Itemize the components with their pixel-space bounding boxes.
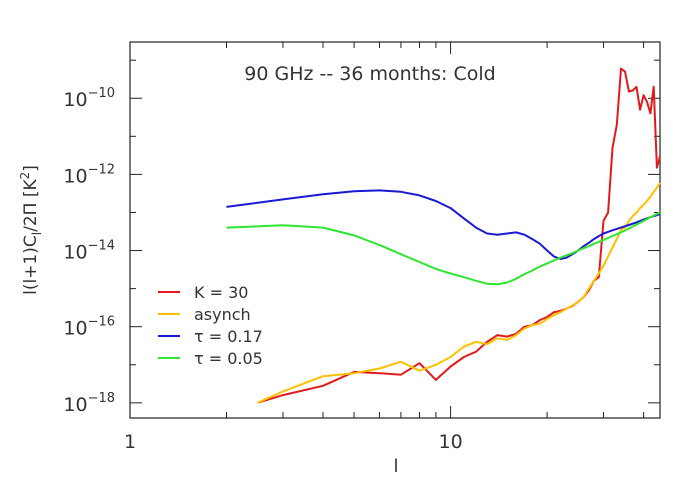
y-tick-label: 10−18	[63, 391, 115, 416]
y-axis-label: l(l+1)Cl/2Π [K2]	[18, 165, 44, 295]
x-tick-label: 10	[438, 431, 462, 453]
legend-label-2: τ = 0.17	[194, 327, 263, 346]
x-axis-label: l	[393, 456, 398, 477]
y-tick-label: 10−10	[63, 86, 115, 111]
legend-label-0: K = 30	[194, 283, 248, 302]
chart-title: 90 GHz -- 36 months: Cold	[244, 63, 495, 85]
legend: K = 30 asynch τ = 0.17 τ = 0.05	[158, 283, 263, 368]
plot-frame	[129, 41, 661, 419]
y-tick-label: 10−16	[63, 315, 115, 340]
series-line-2	[226, 189, 661, 260]
x-tick-label: 1	[124, 431, 136, 453]
plot-border	[129, 41, 661, 419]
y-tick-label: 10−14	[63, 239, 115, 264]
axis-ticks: 1 10 10−18 10−16 10−14 10−12 10−10	[63, 42, 660, 453]
series-line-3	[226, 211, 661, 286]
legend-label-3: τ = 0.05	[194, 349, 263, 368]
y-tick-label: 10−12	[63, 162, 115, 187]
series-line-1	[257, 182, 661, 404]
legend-label-1: asynch	[194, 305, 251, 324]
series-layer	[226, 67, 661, 404]
